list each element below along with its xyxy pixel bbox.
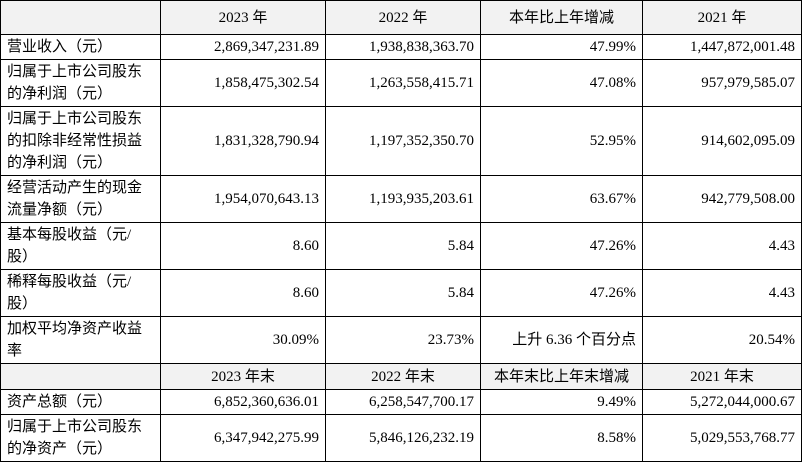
header-cell: 2023 年: [160, 0, 326, 35]
header-cell: 本年比上年增减: [480, 0, 643, 35]
row-label: 加权平均净资产收益率: [0, 316, 161, 364]
header-cell: [0, 0, 161, 35]
cell: 1,193,935,203.61: [325, 175, 481, 223]
cell: 2,869,347,231.89: [160, 34, 326, 60]
row-label: 营业收入（元）: [0, 34, 161, 60]
cell: 5.84: [325, 222, 481, 270]
cell: 上升 6.36 个百分点: [480, 316, 643, 364]
cell: 4.43: [642, 222, 802, 270]
cell: 47.99%: [480, 34, 643, 60]
cell: 914,602,095.09: [642, 106, 802, 176]
row-label: 归属于上市公司股东的净资产（元）: [0, 414, 161, 462]
header-cell: 本年末比上年末增减: [480, 363, 643, 390]
row-label-text: 归属于上市公司股东的净利润（元）: [7, 64, 143, 102]
row-label: 归属于上市公司股东的扣除非经常性损益的净利润（元）: [0, 106, 161, 176]
cell: 5.84: [325, 269, 481, 317]
cell: 957,979,585.07: [642, 59, 802, 107]
data-row: 经营活动产生的现金流量净额（元） 1,954,070,643.13 1,193,93…: [0, 175, 802, 223]
cell: 63.67%: [480, 175, 643, 223]
row-label: 经营活动产生的现金流量净额（元）: [0, 175, 161, 223]
row-label-text: 营业收入（元）: [7, 39, 113, 55]
cell: 5,029,553,768.77: [642, 414, 802, 462]
cell: 30.09%: [160, 316, 326, 364]
cell: 8.58%: [480, 414, 643, 462]
header-cell: 2022 年末: [325, 363, 481, 390]
cell: 1,197,352,350.70: [325, 106, 481, 176]
row-label-text: 归属于上市公司股东的扣除非经常性损益的净利润（元）: [7, 111, 143, 171]
data-row: 归属于上市公司股东的净资产（元） 6,347,942,275.99 5,846,12…: [0, 414, 802, 462]
header-row: 2023 年末 2022 年末 本年末比上年末增减 2021 年末: [0, 363, 802, 390]
header-cell: [0, 363, 161, 390]
cell: 1,831,328,790.94: [160, 106, 326, 176]
cell: 1,938,838,363.70: [325, 34, 481, 60]
row-label-text: 加权平均净资产收益率: [7, 321, 143, 359]
row-label-text: 资产总额（元）: [7, 394, 113, 410]
row-label: 稀释每股收益（元/股）: [0, 269, 161, 317]
header-cell: 2021 年末: [642, 363, 802, 390]
row-label-text: 归属于上市公司股东的净资产（元）: [7, 419, 143, 457]
data-row: 基本每股收益（元/股） 8.60 5.84 47.26% 4.43: [0, 222, 802, 270]
data-row: 稀释每股收益（元/股） 8.60 5.84 47.26% 4.43: [0, 269, 802, 317]
data-row: 归属于上市公司股东的扣除非经常性损益的净利润（元） 1,831,328,790.9…: [0, 106, 802, 176]
cell: 9.49%: [480, 389, 643, 415]
data-row: 营业收入（元） 2,869,347,231.89 1,938,838,363.70 4…: [0, 34, 802, 60]
row-label-text: 基本每股收益（元/股）: [7, 227, 132, 265]
cell: 47.26%: [480, 222, 643, 270]
cell: 4.43: [642, 269, 802, 317]
row-label: 归属于上市公司股东的净利润（元）: [0, 59, 161, 107]
cell: 47.26%: [480, 269, 643, 317]
row-label: 资产总额（元）: [0, 389, 161, 415]
cell: 8.60: [160, 222, 326, 270]
header-row: 2023 年 2022 年本年比上年增减 2021 年: [0, 0, 802, 35]
data-row: 归属于上市公司股东的净利润（元） 1,858,475,302.54 1,263,55…: [0, 59, 802, 107]
cell: 6,852,360,636.01: [160, 389, 326, 415]
header-cell: 2022 年: [325, 0, 481, 35]
cell: 6,258,547,700.17: [325, 389, 481, 415]
cell: 5,846,126,232.19: [325, 414, 481, 462]
cell: 5,272,044,000.67: [642, 389, 802, 415]
cell: 1,954,070,643.13: [160, 175, 326, 223]
cell: 8.60: [160, 269, 326, 317]
data-row: 资产总额（元） 6,852,360,636.01 6,258,547,700.17 9…: [0, 389, 802, 415]
cell: 1,858,475,302.54: [160, 59, 326, 107]
header-cell: 2021 年: [642, 0, 802, 35]
cell: 6,347,942,275.99: [160, 414, 326, 462]
cell: 20.54%: [642, 316, 802, 364]
cell: 52.95%: [480, 106, 643, 176]
cell: 1,263,558,415.71: [325, 59, 481, 107]
cell: 1,447,872,001.48: [642, 34, 802, 60]
cell: 47.08%: [480, 59, 643, 107]
header-cell: 2023 年末: [160, 363, 326, 390]
row-label-text: 稀释每股收益（元/股）: [7, 274, 132, 312]
row-label: 基本每股收益（元/股）: [0, 222, 161, 270]
row-label-text: 经营活动产生的现金流量净额（元）: [7, 180, 143, 218]
cell: 23.73%: [325, 316, 481, 364]
cell: 942,779,508.00: [642, 175, 802, 223]
data-row: 加权平均净资产收益率 30.09% 23.73% 上升 6.36 个百分点 20.54%: [0, 316, 802, 364]
